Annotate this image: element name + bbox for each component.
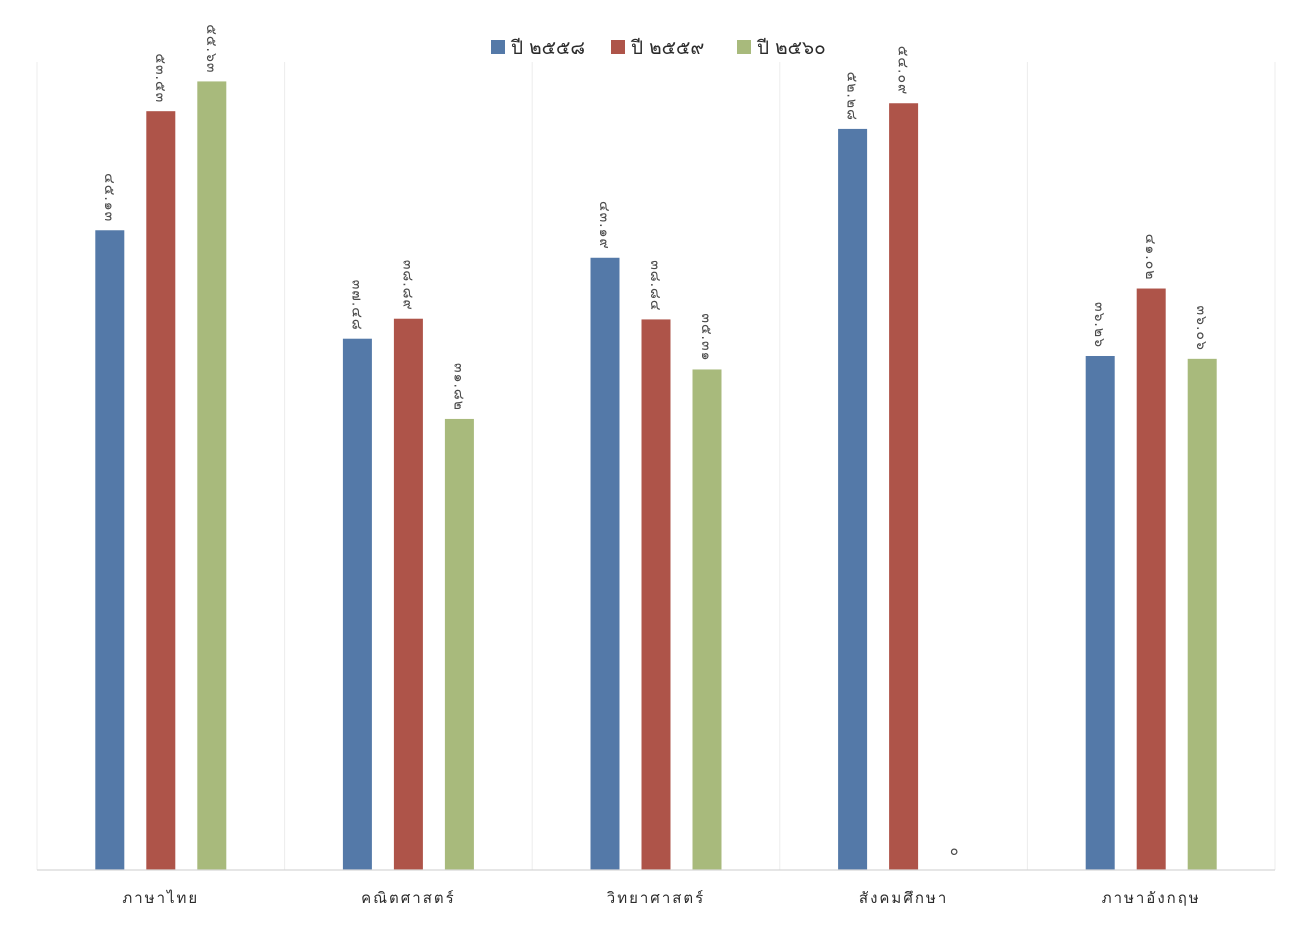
bar [590, 257, 620, 870]
bar [1187, 358, 1217, 870]
bar [641, 319, 671, 870]
bar [393, 318, 423, 871]
legend: ปี ๒๕๕๘ ปี ๒๕๕๙ ปี ๒๕๖๐ [491, 37, 826, 59]
data-label: ๐ [950, 843, 960, 859]
data-label: ๓๖.๐๖ [1193, 305, 1209, 350]
category-label: คณิตศาสตร์ [361, 889, 456, 907]
data-label: ๓๕.๓๑ [698, 313, 714, 361]
legend-swatch [737, 40, 751, 54]
bar [444, 418, 474, 870]
category-dividers [36, 62, 1276, 870]
data-label: ๕๕.๖๓ [203, 24, 219, 73]
bar [1085, 355, 1115, 870]
data-label: ๔๕.๑๓ [101, 173, 117, 222]
bar [342, 338, 372, 870]
bar [95, 230, 125, 870]
legend-swatch [611, 40, 625, 54]
bar [146, 111, 176, 870]
data-label: ๓๗.๔๘ [348, 280, 364, 331]
legend-swatch [491, 40, 505, 54]
data-label: ๓๑.๘๒ [450, 363, 466, 411]
category-label: สังคมศึกษา [859, 889, 948, 907]
bar [838, 128, 868, 870]
data-label: ๕๔.๐๙ [895, 46, 911, 95]
category-label: วิทยาศาสตร์ [606, 889, 705, 907]
bar [889, 103, 919, 870]
legend-label: ปี ๒๕๖๐ [756, 37, 825, 59]
legend-label: ปี ๒๕๕๘ [510, 37, 585, 59]
bar [1136, 288, 1166, 870]
data-label: ๓๘.๘๔ [647, 260, 663, 311]
bar [197, 81, 227, 870]
data-label: ๔๑.๐๒ [1142, 234, 1158, 281]
category-labels-group: ภาษาไทย คณิตศาสตร์ วิทยาศาสตร์ สังคมศึกษา ภา… [122, 889, 1201, 907]
category-label: ภาษาอังกฤษ [1102, 889, 1201, 907]
data-label: ๓๖.๒๖ [1091, 302, 1107, 348]
data-label: ๓๘.๘๙ [399, 260, 415, 311]
legend-label: ปี ๒๕๕๙ [630, 37, 704, 59]
data-label: ๕๓.๕๓ [152, 53, 168, 103]
bars-group [95, 81, 1217, 871]
category-label: ภาษาไทย [122, 889, 199, 907]
bar [692, 369, 722, 870]
data-label: ๔๓.๑๙ [596, 201, 612, 250]
data-label: ๕๒.๒๘ [844, 72, 860, 121]
